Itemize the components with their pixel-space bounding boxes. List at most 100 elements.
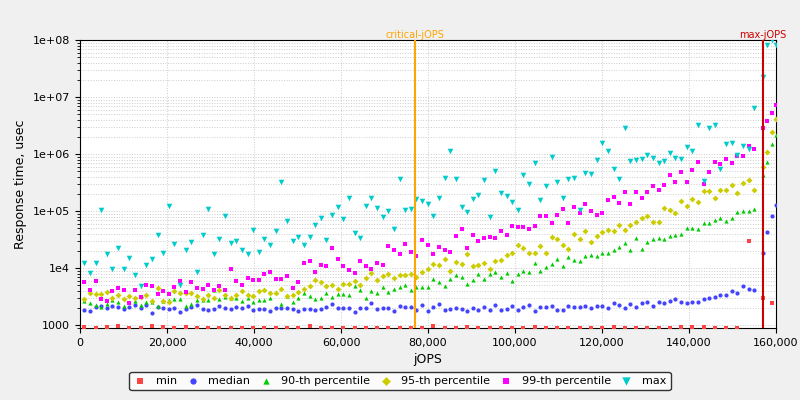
95-th percentile — [326, 282, 338, 288]
90-th percentile — [500, 270, 513, 276]
95-th percentile — [602, 227, 614, 234]
99-th percentile — [438, 247, 451, 253]
95-th percentile — [112, 292, 125, 298]
99-th percentile — [737, 153, 750, 159]
min — [720, 325, 733, 331]
90-th percentile — [450, 272, 462, 278]
max — [691, 122, 704, 128]
max — [517, 172, 530, 178]
max — [405, 206, 418, 212]
median — [635, 300, 648, 307]
min — [517, 324, 530, 331]
99-th percentile — [646, 183, 659, 189]
median — [731, 290, 744, 296]
max — [511, 207, 524, 213]
max — [455, 203, 468, 210]
95-th percentile — [303, 283, 316, 289]
max — [545, 154, 558, 160]
99-th percentile — [95, 296, 108, 302]
90-th percentile — [635, 246, 648, 252]
max — [399, 207, 412, 213]
min — [596, 325, 609, 331]
99-th percentile — [433, 244, 446, 250]
median — [270, 304, 282, 311]
95-th percentile — [157, 298, 170, 305]
99-th percentile — [697, 181, 710, 188]
90-th percentile — [106, 297, 119, 303]
95-th percentile — [444, 267, 457, 274]
95-th percentile — [235, 288, 248, 294]
median — [506, 303, 518, 310]
median — [218, 304, 231, 311]
max — [635, 156, 648, 162]
99-th percentile — [230, 278, 242, 284]
90-th percentile — [405, 287, 418, 294]
max — [731, 152, 744, 159]
median — [494, 306, 507, 313]
max — [393, 176, 406, 183]
max — [613, 176, 626, 182]
max — [674, 156, 687, 163]
min — [190, 325, 203, 331]
median — [185, 304, 198, 311]
99-th percentile — [770, 102, 782, 108]
max — [669, 155, 682, 162]
99-th percentile — [590, 212, 603, 218]
max — [483, 213, 496, 220]
max — [574, 207, 586, 213]
90-th percentile — [669, 232, 682, 239]
99-th percentile — [568, 204, 581, 211]
max — [365, 195, 378, 201]
median — [618, 305, 631, 312]
median — [410, 307, 423, 313]
max — [522, 180, 535, 187]
median — [761, 228, 774, 235]
max — [422, 200, 434, 207]
90-th percentile — [686, 225, 698, 231]
95-th percentile — [466, 263, 479, 270]
99-th percentile — [202, 282, 214, 288]
95-th percentile — [264, 290, 277, 296]
95-th percentile — [438, 255, 451, 262]
95-th percentile — [202, 292, 214, 298]
99-th percentile — [427, 250, 440, 257]
90-th percentile — [179, 303, 192, 309]
min — [247, 325, 260, 331]
90-th percentile — [613, 244, 626, 250]
99-th percentile — [709, 158, 722, 165]
99-th percentile — [320, 263, 333, 269]
min — [359, 325, 372, 331]
90-th percentile — [78, 298, 90, 304]
max — [618, 125, 631, 131]
99-th percentile — [748, 146, 761, 152]
90-th percentile — [590, 253, 603, 260]
median — [359, 305, 372, 311]
95-th percentile — [641, 212, 654, 219]
min — [303, 323, 316, 329]
95-th percentile — [123, 293, 136, 300]
99-th percentile — [551, 212, 564, 218]
99-th percentile — [292, 279, 305, 285]
95-th percentile — [585, 239, 598, 246]
max — [444, 148, 457, 154]
max — [162, 203, 175, 209]
95-th percentile — [162, 299, 175, 306]
min — [461, 324, 474, 330]
max — [720, 140, 733, 147]
95-th percentile — [618, 227, 631, 234]
median — [568, 304, 581, 310]
95-th percentile — [461, 251, 474, 258]
max — [652, 160, 665, 166]
median — [196, 306, 209, 312]
max — [298, 242, 310, 249]
99-th percentile — [422, 242, 434, 248]
median — [348, 309, 361, 315]
min — [78, 324, 90, 330]
median — [422, 308, 434, 314]
99-th percentile — [766, 110, 778, 116]
99-th percentile — [466, 231, 479, 238]
95-th percentile — [737, 180, 750, 187]
95-th percentile — [761, 149, 774, 155]
min — [697, 324, 710, 330]
max — [568, 175, 581, 182]
